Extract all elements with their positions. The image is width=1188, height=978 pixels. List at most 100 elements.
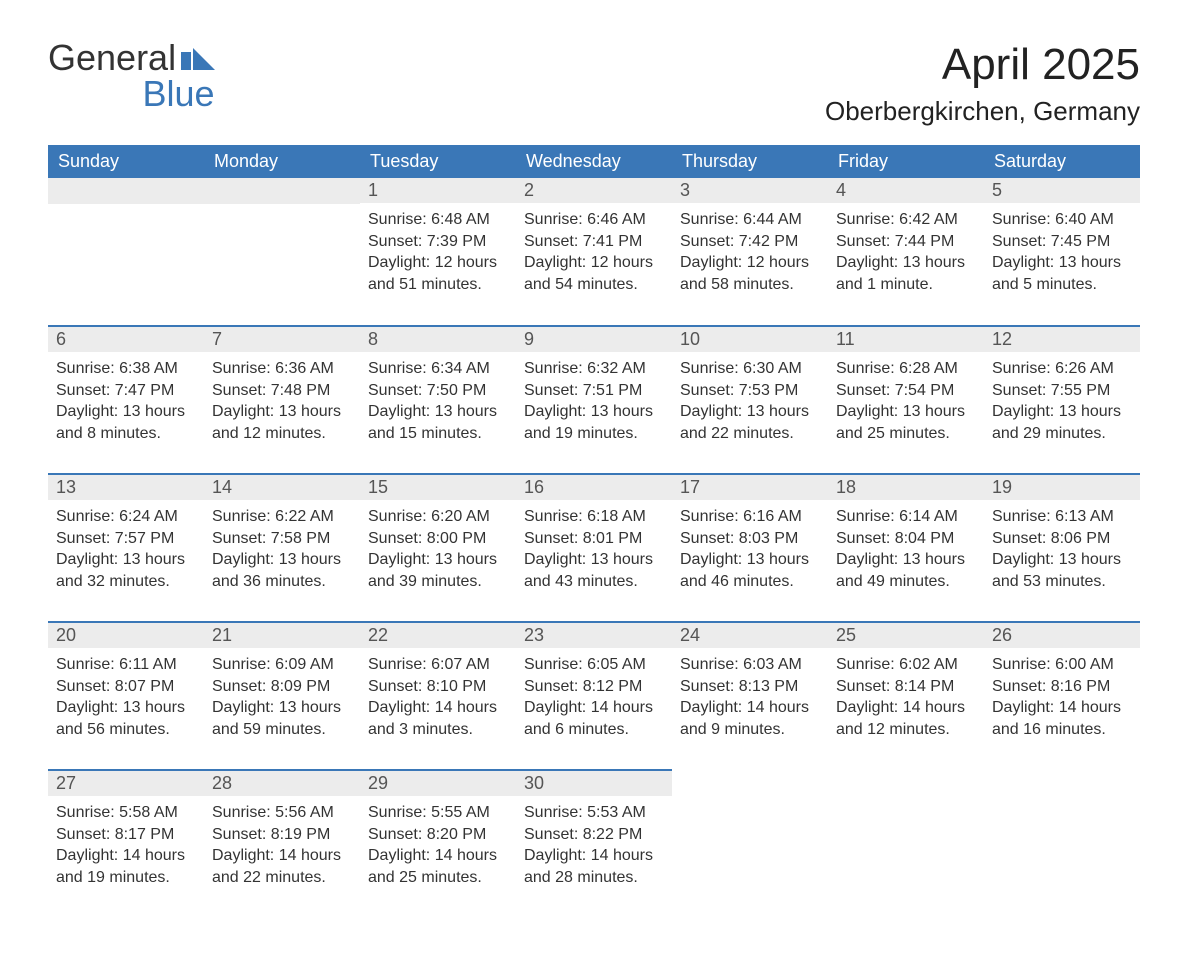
daylight2-text: and 32 minutes. [56, 571, 196, 593]
sunset-text: Sunset: 8:16 PM [992, 676, 1132, 698]
daylight2-text: and 15 minutes. [368, 423, 508, 445]
day-number: 14 [204, 475, 360, 500]
calendar-cell: 2Sunrise: 6:46 AMSunset: 7:41 PMDaylight… [516, 178, 672, 326]
day-content: Sunrise: 6:05 AMSunset: 8:12 PMDaylight:… [516, 648, 672, 750]
calendar-week-row: 27 Sunrise: 5:58 AMSunset: 8:17 PMDayligh… [48, 770, 1140, 918]
sunrise-text: Sunrise: 6:40 AM [992, 209, 1132, 231]
sunset-text: Sunset: 8:17 PM [56, 824, 196, 846]
day-content: Sunrise: 6:09 AMSunset: 8:09 PMDaylight:… [204, 648, 360, 750]
logo-word2: Blue [48, 76, 215, 112]
day-number: 9 [516, 327, 672, 352]
weekday-saturday: Saturday [984, 145, 1140, 178]
sunrise-text: Sunrise: 5:53 AM [524, 802, 664, 824]
daylight1-text: Daylight: 13 hours [56, 697, 196, 719]
calendar-cell: 20Sunrise: 6:11 AMSunset: 8:07 PMDayligh… [48, 622, 204, 770]
location: Oberbergkirchen, Germany [825, 96, 1140, 127]
daylight2-text: and 5 minutes. [992, 274, 1132, 296]
daylight2-text: and 36 minutes. [212, 571, 352, 593]
calendar-cell: 27 Sunrise: 5:58 AMSunset: 8:17 PMDayligh… [48, 770, 204, 918]
day-number: 20 [48, 623, 204, 648]
sunrise-text: Sunrise: 6:07 AM [368, 654, 508, 676]
sunrise-text: Sunrise: 6:16 AM [680, 506, 820, 528]
day-content: Sunrise: 6:22 AMSunset: 7:58 PMDaylight:… [204, 500, 360, 602]
calendar-cell: 17Sunrise: 6:16 AMSunset: 8:03 PMDayligh… [672, 474, 828, 622]
day-number: 28 [204, 771, 360, 796]
sunrise-text: Sunrise: 6:13 AM [992, 506, 1132, 528]
weekday-monday: Monday [204, 145, 360, 178]
calendar-cell: 3Sunrise: 6:44 AMSunset: 7:42 PMDaylight… [672, 178, 828, 326]
daylight1-text: Daylight: 13 hours [524, 549, 664, 571]
day-content: Sunrise: 6:20 AMSunset: 8:00 PMDaylight:… [360, 500, 516, 602]
daylight2-text: and 49 minutes. [836, 571, 976, 593]
weekday-friday: Friday [828, 145, 984, 178]
daylight1-text: Daylight: 13 hours [836, 401, 976, 423]
weekday-tuesday: Tuesday [360, 145, 516, 178]
sunrise-text: Sunrise: 6:28 AM [836, 358, 976, 380]
calendar-cell: 30Sunrise: 5:53 AMSunset: 8:22 PMDayligh… [516, 770, 672, 918]
day-content: Sunrise: 6:48 AMSunset: 7:39 PMDaylight:… [360, 203, 516, 305]
calendar-cell: 11Sunrise: 6:28 AMSunset: 7:54 PMDayligh… [828, 326, 984, 474]
day-number: 25 [828, 623, 984, 648]
calendar-cell: 5Sunrise: 6:40 AMSunset: 7:45 PMDaylight… [984, 178, 1140, 326]
day-content: Sunrise: 6:02 AMSunset: 8:14 PMDaylight:… [828, 648, 984, 750]
weekday-wednesday: Wednesday [516, 145, 672, 178]
header: General Blue April 2025 Oberbergkirchen,… [48, 40, 1140, 127]
calendar-cell: 23Sunrise: 6:05 AMSunset: 8:12 PMDayligh… [516, 622, 672, 770]
day-content: Sunrise: 6:00 AMSunset: 8:16 PMDaylight:… [984, 648, 1140, 750]
sunset-text: Sunset: 7:55 PM [992, 380, 1132, 402]
daylight1-text: Daylight: 13 hours [992, 549, 1132, 571]
sunrise-text: Sunrise: 6:22 AM [212, 506, 352, 528]
sunset-text: Sunset: 7:45 PM [992, 231, 1132, 253]
sunset-text: Sunset: 8:19 PM [212, 824, 352, 846]
day-number: 27 [48, 771, 204, 796]
weekday-sunday: Sunday [48, 145, 204, 178]
sunset-text: Sunset: 8:12 PM [524, 676, 664, 698]
sunrise-text: Sunrise: 6:34 AM [368, 358, 508, 380]
sunset-text: Sunset: 7:44 PM [836, 231, 976, 253]
sunset-text: Sunset: 8:01 PM [524, 528, 664, 550]
sunset-text: Sunset: 8:13 PM [680, 676, 820, 698]
calendar-cell [204, 178, 360, 326]
calendar-cell: 21Sunrise: 6:09 AMSunset: 8:09 PMDayligh… [204, 622, 360, 770]
day-content: Sunrise: 5:55 AMSunset: 8:20 PMDaylight:… [360, 796, 516, 898]
sunset-text: Sunset: 7:47 PM [56, 380, 196, 402]
daylight2-text: and 54 minutes. [524, 274, 664, 296]
calendar-cell [48, 178, 204, 326]
daylight1-text: Daylight: 13 hours [56, 401, 196, 423]
daylight2-text: and 29 minutes. [992, 423, 1132, 445]
daylight1-text: Daylight: 13 hours [212, 549, 352, 571]
daylight1-text: Daylight: 14 hours [836, 697, 976, 719]
day-number: 19 [984, 475, 1140, 500]
day-number: 23 [516, 623, 672, 648]
calendar-cell: 4Sunrise: 6:42 AMSunset: 7:44 PMDaylight… [828, 178, 984, 326]
day-number: 6 [48, 327, 204, 352]
sunrise-text: Sunrise: 6:30 AM [680, 358, 820, 380]
sunset-text: Sunset: 7:53 PM [680, 380, 820, 402]
calendar-cell: 26Sunrise: 6:00 AMSunset: 8:16 PMDayligh… [984, 622, 1140, 770]
calendar-cell: 7Sunrise: 6:36 AMSunset: 7:48 PMDaylight… [204, 326, 360, 474]
daylight2-text: and 25 minutes. [368, 867, 508, 889]
calendar-cell [828, 770, 984, 918]
daylight2-text: and 59 minutes. [212, 719, 352, 741]
daylight2-text: and 22 minutes. [680, 423, 820, 445]
day-number: 5 [984, 178, 1140, 203]
sunrise-text: Sunrise: 5:58 AM [56, 802, 196, 824]
day-number: 7 [204, 327, 360, 352]
daylight2-text: and 43 minutes. [524, 571, 664, 593]
day-content: Sunrise: 6:13 AMSunset: 8:06 PMDaylight:… [984, 500, 1140, 602]
calendar-week-row: 6Sunrise: 6:38 AMSunset: 7:47 PMDaylight… [48, 326, 1140, 474]
day-number: 3 [672, 178, 828, 203]
day-content: Sunrise: 6:32 AMSunset: 7:51 PMDaylight:… [516, 352, 672, 454]
daylight2-text: and 12 minutes. [836, 719, 976, 741]
day-content: Sunrise: 6:38 AMSunset: 7:47 PMDaylight:… [48, 352, 204, 454]
daylight1-text: Daylight: 14 hours [56, 845, 196, 867]
day-content: Sunrise: 6:44 AMSunset: 7:42 PMDaylight:… [672, 203, 828, 305]
month-title: April 2025 [825, 40, 1140, 90]
day-content: Sunrise: 6:16 AMSunset: 8:03 PMDaylight:… [672, 500, 828, 602]
day-content: Sunrise: 6:28 AMSunset: 7:54 PMDaylight:… [828, 352, 984, 454]
day-number: 17 [672, 475, 828, 500]
daylight1-text: Daylight: 13 hours [56, 549, 196, 571]
sunset-text: Sunset: 8:06 PM [992, 528, 1132, 550]
calendar-cell: 12Sunrise: 6:26 AMSunset: 7:55 PMDayligh… [984, 326, 1140, 474]
calendar-cell: 28Sunrise: 5:56 AMSunset: 8:19 PMDayligh… [204, 770, 360, 918]
